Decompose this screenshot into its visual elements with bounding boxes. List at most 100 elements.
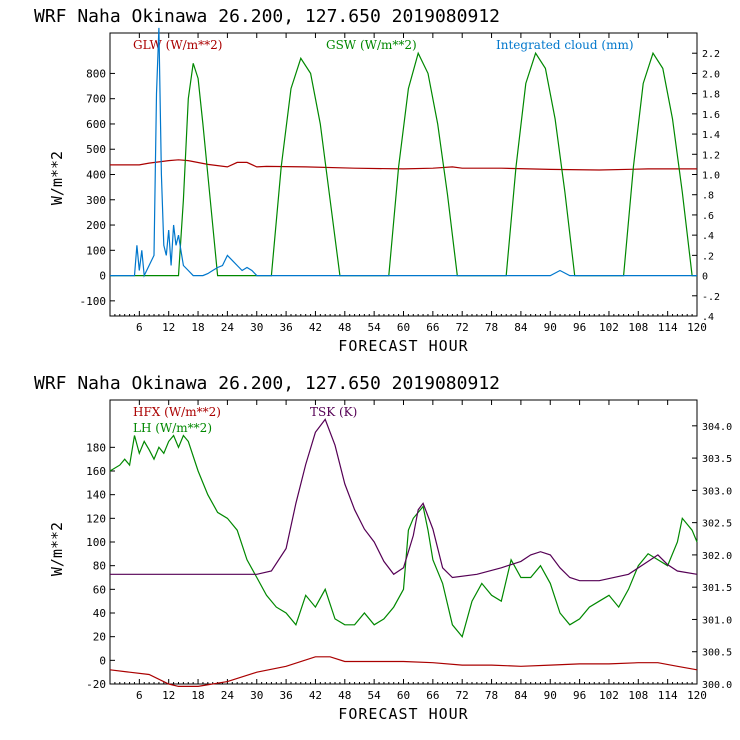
panel2-x-tick-label: 42 bbox=[309, 689, 322, 702]
panel2-y-axis-label: W/m**2 bbox=[48, 522, 66, 576]
panel1-x-tick-label: 66 bbox=[426, 321, 439, 334]
panel1-y2-tick-label: .2 bbox=[702, 251, 714, 262]
panel2-y-tick-label: 20 bbox=[93, 631, 106, 644]
panel1-y2-tick-label: .4 bbox=[702, 312, 714, 323]
panel1-x-tick-label: 6 bbox=[136, 321, 143, 334]
panel1-x-tick-label: 72 bbox=[456, 321, 469, 334]
panel2-series-line-1 bbox=[109, 656, 698, 688]
panel1-plot-frame bbox=[109, 32, 698, 317]
panel1-y-tick-label: 0 bbox=[99, 270, 106, 283]
panel2-x-tick-label: 66 bbox=[426, 689, 439, 702]
panel2-x-tick-label: 30 bbox=[250, 689, 263, 702]
panel1-y-tick-label: 300 bbox=[86, 194, 106, 207]
panel2-x-tick-label: 24 bbox=[221, 689, 235, 702]
panel1-y2-tick-label: 1.6 bbox=[702, 110, 720, 121]
panel2-x-tick-label: 108 bbox=[628, 689, 648, 702]
panel1-x-tick-label: 60 bbox=[397, 321, 410, 334]
panel2-x-tick-label: 60 bbox=[397, 689, 410, 702]
panel2-y2-tick-label: 302.5 bbox=[702, 519, 732, 530]
panel1-x-tick-label: 114 bbox=[658, 321, 678, 334]
panel1-series-line-1 bbox=[110, 159, 697, 171]
panel1-title: WRF Naha Okinawa 26.200, 127.650 2019080… bbox=[34, 6, 500, 27]
panel2-y-tick-label: 120 bbox=[86, 512, 106, 525]
panel1-y-tick-label: 100 bbox=[86, 244, 106, 257]
panel2-y-tick-label: 160 bbox=[86, 465, 106, 478]
panel2-y2-tick-label: 300.5 bbox=[702, 648, 732, 659]
panel2-x-tick-label: 96 bbox=[573, 689, 586, 702]
panel1-x-tick-label: 120 bbox=[687, 321, 707, 334]
panel2-x-tick-label: 78 bbox=[485, 689, 498, 702]
panel2-legend-entry-1: HFX (W/m**2) bbox=[133, 405, 221, 419]
panel2-legend-entry-2: LH (W/m**2) bbox=[133, 421, 212, 435]
panel2-y2-tick-label: 302.0 bbox=[702, 551, 732, 562]
panel1-x-tick-label: 36 bbox=[279, 321, 292, 334]
panel1-x-tick-label: 102 bbox=[599, 321, 619, 334]
panel1-y2-tick-label: -.2 bbox=[702, 292, 720, 303]
panel2-x-tick-label: 48 bbox=[338, 689, 351, 702]
panel1-y-tick-label: 400 bbox=[86, 169, 106, 182]
panel1-y-tick-label: 800 bbox=[86, 67, 106, 80]
panel1-y-tick-label: 600 bbox=[86, 118, 106, 131]
panel1-y2-tick-label: 2.2 bbox=[702, 49, 720, 60]
panel2-y2-tick-label: 303.0 bbox=[702, 486, 732, 497]
panel2-y-tick-label: 60 bbox=[93, 583, 106, 596]
panel1-x-tick-label: 84 bbox=[514, 321, 528, 334]
panel2-x-tick-label: 36 bbox=[279, 689, 292, 702]
panel2-y2-tick-label: 303.5 bbox=[702, 454, 732, 465]
panel2-legend-entry-3: TSK (K) bbox=[310, 405, 357, 419]
panel2-x-tick-label: 102 bbox=[599, 689, 619, 702]
panel2-x-tick-label: 54 bbox=[368, 689, 382, 702]
panel2-x-tick-label: 18 bbox=[191, 689, 204, 702]
panel2-x-tick-label: 120 bbox=[687, 689, 707, 702]
panel1-x-tick-label: 12 bbox=[162, 321, 175, 334]
panel2-x-tick-label: 90 bbox=[544, 689, 557, 702]
panel1-y2-tick-label: .4 bbox=[702, 231, 714, 242]
panel1-x-tick-label: 48 bbox=[338, 321, 351, 334]
panel1-x-tick-label: 78 bbox=[485, 321, 498, 334]
panel1-x-tick-label: 42 bbox=[309, 321, 322, 334]
panel1-x-tick-label: 108 bbox=[628, 321, 648, 334]
panel1-x-tick-label: 96 bbox=[573, 321, 586, 334]
panel2-y2-tick-label: 304.0 bbox=[702, 422, 732, 433]
panel1-y2-tick-label: .6 bbox=[702, 211, 714, 222]
panel1-x-axis-label: FORECAST HOUR bbox=[338, 337, 468, 355]
panel1-series-line-3 bbox=[110, 27, 697, 278]
panel1-y2-tick-label: .8 bbox=[702, 191, 714, 202]
panel1-y-tick-label: -100 bbox=[80, 295, 107, 308]
panel2-y2-tick-label: 301.5 bbox=[702, 583, 732, 594]
panel1-y2-tick-label: 1.4 bbox=[702, 130, 720, 141]
panel1-y-tick-label: 700 bbox=[86, 93, 106, 106]
panel1-x-tick-label: 54 bbox=[368, 321, 382, 334]
panel1-x-tick-label: 24 bbox=[221, 321, 235, 334]
panel2-y-tick-label: -20 bbox=[86, 678, 106, 691]
panel1-x-tick-label: 18 bbox=[191, 321, 204, 334]
panel2-y-tick-label: 80 bbox=[93, 560, 106, 573]
panel1-y2-tick-label: 1.8 bbox=[702, 90, 720, 101]
panel2-x-tick-label: 84 bbox=[514, 689, 528, 702]
panel1-y-tick-label: 200 bbox=[86, 219, 106, 232]
panel2-x-tick-label: 114 bbox=[658, 689, 678, 702]
panel1-y-tick-label: 500 bbox=[86, 143, 106, 156]
panel2-y-tick-label: 0 bbox=[99, 654, 106, 667]
panel1-y2-tick-label: 1.2 bbox=[702, 150, 720, 161]
panel2-y-tick-label: 40 bbox=[93, 607, 106, 620]
panel1-legend-entry-3: Integrated cloud (mm) bbox=[496, 38, 634, 52]
panel1-y2-tick-label: 0 bbox=[702, 272, 708, 283]
panel1-x-tick-label: 30 bbox=[250, 321, 263, 334]
panel1-y2-tick-label: 2.0 bbox=[702, 69, 720, 80]
panel1-y2-tick-label: 1.0 bbox=[702, 171, 720, 182]
panel2-series-line-2 bbox=[109, 434, 698, 638]
panel1-legend-entry-1: GLW (W/m**2) bbox=[133, 38, 222, 52]
panel2-plot-frame bbox=[109, 399, 698, 685]
panel2-x-tick-label: 72 bbox=[456, 689, 469, 702]
panel2-y-tick-label: 140 bbox=[86, 489, 106, 502]
panel2-x-tick-label: 12 bbox=[162, 689, 175, 702]
panel2-y-tick-label: 180 bbox=[86, 441, 106, 454]
panel2-title: WRF Naha Okinawa 26.200, 127.650 2019080… bbox=[34, 373, 500, 394]
panel2-y2-tick-label: 301.0 bbox=[702, 615, 732, 626]
panel1-legend-entry-2: GSW (W/m**2) bbox=[326, 38, 417, 52]
panel2-x-axis-label: FORECAST HOUR bbox=[338, 705, 468, 723]
panel2-y2-tick-label: 300.0 bbox=[702, 680, 732, 691]
